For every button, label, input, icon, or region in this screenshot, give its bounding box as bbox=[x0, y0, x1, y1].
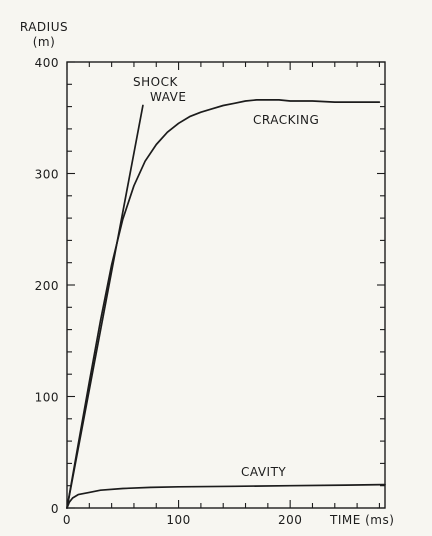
y-tick-label: 100 bbox=[35, 391, 59, 405]
cracking-label: CRACKING bbox=[253, 113, 319, 127]
y-tick-label: 200 bbox=[35, 279, 59, 293]
y-axis-title: RADIUS (m) bbox=[20, 20, 68, 49]
y-axis-title-line-2: (m) bbox=[33, 35, 56, 49]
cavity-label: CAVITY bbox=[241, 465, 286, 479]
shock-wave-label: WAVE bbox=[150, 90, 186, 104]
x-tick-label: 0 bbox=[63, 513, 71, 527]
x-axis-title: TIME (ms) bbox=[329, 513, 394, 527]
y-tick-label: 300 bbox=[35, 168, 59, 182]
x-tick-label: 100 bbox=[166, 513, 190, 527]
axis-ticks bbox=[66, 61, 385, 509]
y-tick-label: 0 bbox=[51, 502, 59, 516]
plot-frame bbox=[66, 61, 386, 509]
y-axis-title-line-1: RADIUS bbox=[20, 20, 68, 34]
shock-wave-label: SHOCK bbox=[133, 75, 178, 89]
x-tick-label: 200 bbox=[278, 513, 302, 527]
cavity-curve bbox=[66, 483, 386, 509]
axis-tick-labels: 0 100 200 300 400 0 100 200 bbox=[35, 56, 302, 527]
data-series bbox=[66, 99, 386, 509]
y-tick-label: 400 bbox=[35, 56, 59, 70]
cracking-curve bbox=[66, 99, 381, 509]
